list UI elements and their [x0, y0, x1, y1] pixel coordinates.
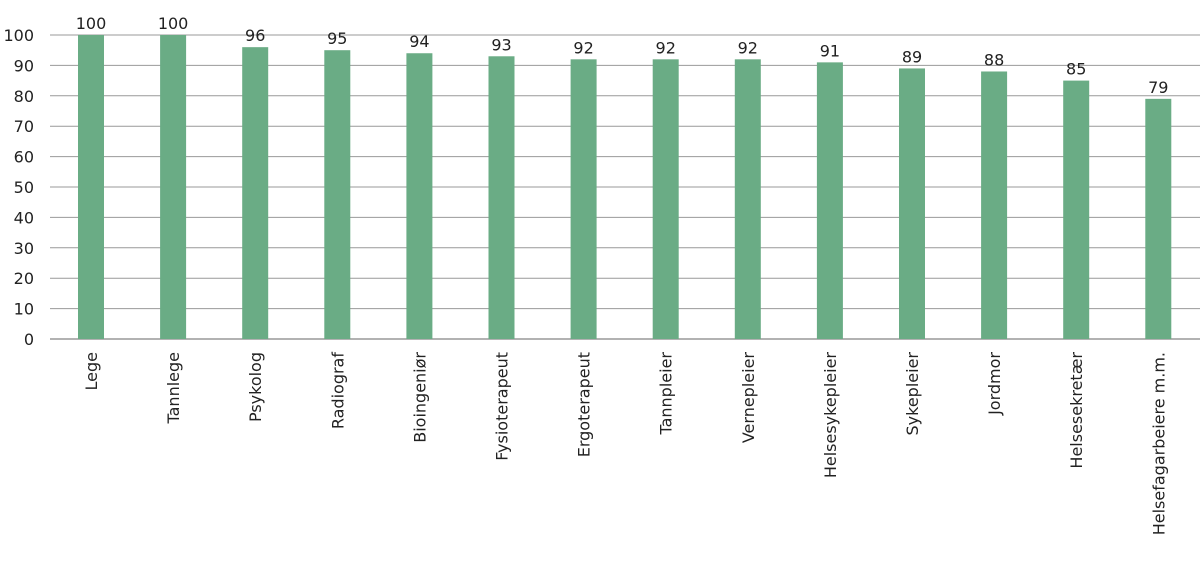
bar: [488, 56, 515, 339]
bar: [160, 35, 187, 339]
data-label: 100: [158, 14, 189, 33]
x-tick-label: Radiograf: [328, 352, 347, 430]
bar: [652, 59, 679, 339]
bar: [734, 59, 761, 339]
y-tick-label: 100: [3, 26, 34, 45]
x-tick-label: Jordmor: [985, 352, 1004, 416]
x-tick-label: Tannpleier: [657, 352, 676, 436]
x-tick-label: Vernepleier: [739, 352, 758, 444]
y-tick-label: 40: [14, 208, 34, 227]
x-tick-label: Sykepleier: [903, 352, 922, 436]
data-label: 100: [76, 14, 107, 33]
data-label: 79: [1148, 78, 1168, 97]
y-tick-label: 80: [14, 87, 34, 106]
bar: [899, 68, 925, 339]
bar: [816, 62, 843, 340]
x-tick-label: Bioingeniør: [410, 352, 429, 443]
data-label: 88: [984, 50, 1004, 69]
x-tick-label: Tannlege: [164, 352, 183, 425]
x-tick-label: Fysioterapeut: [493, 352, 512, 461]
bar: [406, 53, 433, 340]
x-tick-label: Lege: [82, 352, 101, 390]
y-tick-label: 60: [14, 148, 34, 167]
x-tick-label: Helsesekretær: [1067, 352, 1086, 469]
data-label: 96: [245, 26, 265, 45]
data-label: 93: [491, 35, 511, 54]
y-tick-label: 0: [24, 330, 34, 349]
data-label: 92: [573, 38, 593, 57]
bar: [242, 47, 269, 339]
bar: [570, 59, 597, 339]
bar: [324, 50, 351, 339]
x-tick-label: Ergoterapeut: [575, 352, 594, 457]
bar: [1063, 80, 1090, 339]
y-tick-label: 20: [14, 269, 34, 288]
data-label: 94: [409, 32, 429, 51]
data-label: 92: [738, 38, 758, 57]
data-label: 91: [820, 41, 840, 60]
bar: [1145, 98, 1172, 339]
y-tick-label: 90: [14, 56, 34, 75]
y-tick-label: 30: [14, 239, 34, 258]
data-label: 89: [902, 47, 922, 66]
y-tick-label: 50: [14, 178, 34, 197]
data-label: 92: [656, 38, 676, 57]
data-label: 85: [1066, 60, 1086, 79]
y-tick-label: 70: [14, 117, 34, 136]
bar: [78, 35, 104, 339]
bar: [981, 71, 1008, 339]
y-tick-label: 10: [14, 300, 34, 319]
x-tick-label: Psykolog: [246, 352, 265, 422]
x-tick-label: Helsefagarbeiere m.m.: [1149, 352, 1168, 535]
data-label: 95: [327, 29, 347, 48]
x-tick-label: Helsesykepleier: [821, 352, 840, 479]
